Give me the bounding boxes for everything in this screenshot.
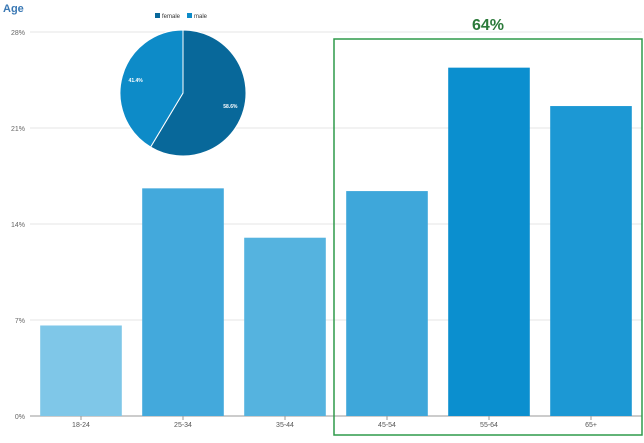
- pie-slice-female[interactable]: [149, 29, 247, 157]
- y-tick-label: 14%: [11, 222, 25, 229]
- legend-swatch-male: [187, 13, 192, 18]
- x-tick-label: 65+: [585, 422, 597, 429]
- y-tick-label: 7%: [15, 318, 25, 325]
- y-tick-label: 21%: [11, 126, 25, 133]
- x-tick-label: 45-54: [378, 422, 396, 429]
- legend-swatch-female: [155, 13, 160, 18]
- bar-45-54[interactable]: [346, 191, 428, 416]
- highlight-label: 64%: [472, 17, 504, 34]
- x-tick-label: 35-44: [276, 422, 294, 429]
- x-tick-label: 25-34: [174, 422, 192, 429]
- pie-slice-label: 58.6%: [223, 104, 238, 110]
- bar-55-64[interactable]: [448, 67, 530, 417]
- bar-35-44[interactable]: [244, 237, 326, 416]
- bar-25-34[interactable]: [142, 188, 224, 416]
- highlight-box: [333, 38, 643, 436]
- x-tick-label: 55-64: [480, 422, 498, 429]
- legend-label-female: female: [162, 14, 181, 20]
- legend-label-male: male: [194, 14, 208, 20]
- chart-title: Age: [3, 3, 24, 15]
- bar-18-24[interactable]: [40, 325, 122, 416]
- x-tick-label: 18-24: [72, 422, 90, 429]
- bar-65+[interactable]: [550, 106, 632, 417]
- y-tick-label: 28%: [11, 30, 25, 37]
- y-tick-label: 0%: [15, 414, 25, 421]
- pie-slice-label: 41.4%: [129, 78, 144, 84]
- pie-slice-male[interactable]: [119, 29, 184, 148]
